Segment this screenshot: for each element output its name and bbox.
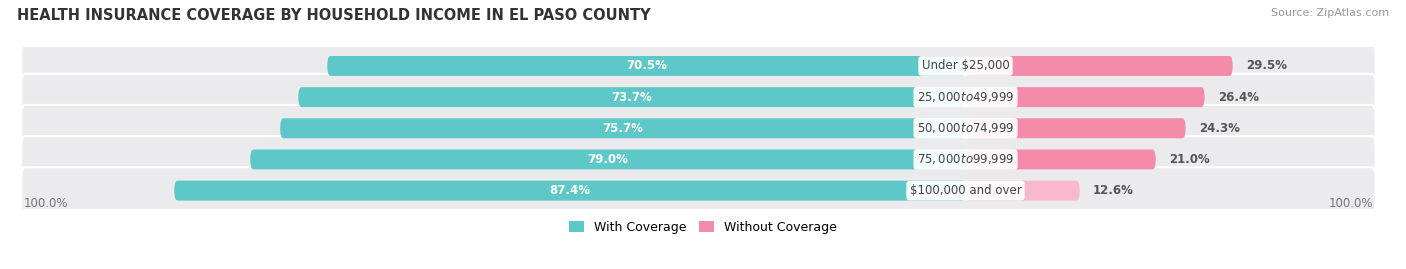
Text: $75,000 to $99,999: $75,000 to $99,999 bbox=[917, 153, 1014, 167]
Text: HEALTH INSURANCE COVERAGE BY HOUSEHOLD INCOME IN EL PASO COUNTY: HEALTH INSURANCE COVERAGE BY HOUSEHOLD I… bbox=[17, 8, 651, 23]
FancyBboxPatch shape bbox=[21, 74, 1375, 121]
Text: 79.0%: 79.0% bbox=[588, 153, 628, 166]
FancyBboxPatch shape bbox=[328, 56, 966, 76]
Text: 87.4%: 87.4% bbox=[550, 184, 591, 197]
Text: $50,000 to $74,999: $50,000 to $74,999 bbox=[917, 121, 1014, 135]
FancyBboxPatch shape bbox=[966, 150, 1156, 169]
Text: 100.0%: 100.0% bbox=[1329, 197, 1372, 210]
FancyBboxPatch shape bbox=[174, 181, 966, 201]
Text: $100,000 and over: $100,000 and over bbox=[910, 184, 1021, 197]
Legend: With Coverage, Without Coverage: With Coverage, Without Coverage bbox=[564, 216, 842, 239]
FancyBboxPatch shape bbox=[21, 43, 1375, 89]
Text: 12.6%: 12.6% bbox=[1094, 184, 1135, 197]
Text: 24.3%: 24.3% bbox=[1199, 122, 1240, 135]
FancyBboxPatch shape bbox=[966, 87, 1205, 107]
Text: 29.5%: 29.5% bbox=[1246, 59, 1286, 72]
Text: 73.7%: 73.7% bbox=[612, 91, 652, 104]
FancyBboxPatch shape bbox=[966, 118, 1185, 138]
FancyBboxPatch shape bbox=[21, 105, 1375, 152]
FancyBboxPatch shape bbox=[280, 118, 966, 138]
FancyBboxPatch shape bbox=[966, 56, 1233, 76]
FancyBboxPatch shape bbox=[298, 87, 966, 107]
Text: 70.5%: 70.5% bbox=[626, 59, 666, 72]
Text: $25,000 to $49,999: $25,000 to $49,999 bbox=[917, 90, 1014, 104]
Text: 75.7%: 75.7% bbox=[602, 122, 644, 135]
FancyBboxPatch shape bbox=[966, 181, 1080, 201]
Text: Source: ZipAtlas.com: Source: ZipAtlas.com bbox=[1271, 8, 1389, 18]
FancyBboxPatch shape bbox=[21, 167, 1375, 214]
Text: 100.0%: 100.0% bbox=[24, 197, 69, 210]
Text: 26.4%: 26.4% bbox=[1218, 91, 1260, 104]
FancyBboxPatch shape bbox=[21, 136, 1375, 183]
FancyBboxPatch shape bbox=[250, 150, 966, 169]
Text: Under $25,000: Under $25,000 bbox=[922, 59, 1010, 72]
Text: 21.0%: 21.0% bbox=[1170, 153, 1211, 166]
